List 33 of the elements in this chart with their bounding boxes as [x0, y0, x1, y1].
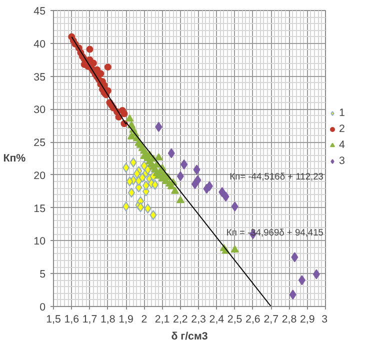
- x-tick-label: 2: [141, 314, 148, 326]
- y-tick-label: 45: [34, 6, 46, 18]
- y-tick-label: 10: [34, 236, 46, 248]
- y-tick-label: 35: [34, 71, 46, 84]
- y-tick-label: 30: [34, 104, 46, 116]
- x-tick-label: 1,7: [82, 314, 98, 326]
- y-tick-label: 5: [40, 268, 46, 281]
- x-tick-label: 2,2: [173, 314, 188, 326]
- x-tick-label: 1,5: [46, 314, 61, 326]
- x-tick-label: 1,6: [64, 314, 80, 326]
- legend-label: 4: [339, 139, 346, 151]
- annotation: Кп= -44,516δ + 112,23: [230, 171, 324, 182]
- x-tick-label: 1,9: [118, 314, 134, 326]
- x-tick-label: 1,8: [100, 314, 116, 326]
- y-axis-title: Кп%: [3, 152, 26, 164]
- x-tick-label: 2,1: [154, 314, 170, 326]
- y-tick-label: 15: [34, 202, 46, 215]
- y-tick-label: 0: [40, 302, 46, 314]
- x-tick-label: 2,9: [300, 314, 315, 326]
- legend-label: 3: [339, 155, 346, 167]
- y-tick-label: 40: [34, 38, 46, 50]
- legend-label: 2: [339, 123, 346, 135]
- x-tick-label: 2,8: [282, 314, 297, 326]
- x-tick-label: 2,6: [246, 314, 260, 326]
- legend-label: 1: [339, 107, 346, 119]
- x-tick-label: 2,5: [227, 314, 242, 326]
- x-tick-label: 3: [322, 314, 328, 326]
- x-tick-label: 2,4: [209, 314, 224, 326]
- x-tick-label: 2,7: [264, 314, 279, 326]
- y-tick-label: 20: [34, 170, 46, 182]
- y-tick-label: 25: [34, 137, 46, 150]
- x-tick-label: 2,3: [191, 314, 206, 326]
- x-axis-title: δ г/см3: [171, 330, 208, 342]
